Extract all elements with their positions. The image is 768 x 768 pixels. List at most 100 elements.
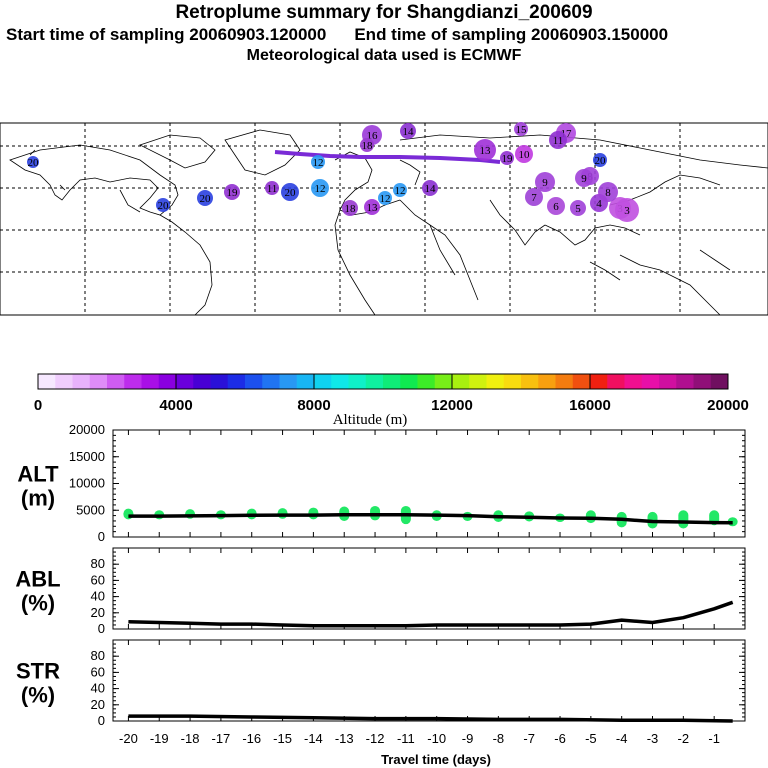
colorbar-swatch: [469, 374, 487, 389]
x-tick-label: -13: [335, 731, 354, 746]
plume-marker: 3: [615, 198, 639, 222]
x-tick-label: -8: [493, 731, 505, 746]
start-time-label: Start time of sampling 20060903.120000: [6, 25, 327, 44]
colorbar-swatch: [176, 374, 194, 389]
colorbar-swatch: [193, 374, 211, 389]
plume-marker: 19: [500, 151, 514, 165]
colorbar-swatch: [365, 374, 384, 389]
plume-label: 10: [519, 149, 531, 161]
x-tick-label: -4: [616, 731, 628, 746]
plume-circle: [311, 179, 329, 197]
colorbar-swatch: [538, 374, 556, 389]
colorbar-swatch: [383, 374, 401, 389]
colorbar-tick: 8000: [297, 397, 330, 414]
plume-label: 16: [367, 130, 379, 142]
plume-marker: 7: [525, 188, 543, 206]
colorbar-swatch: [55, 374, 73, 389]
series-line-alt: [128, 513, 733, 525]
y-tick-label: 80: [91, 648, 105, 663]
chart-title: Retroplume summary for Shangdianzi_20060…: [175, 2, 593, 23]
plume-marker: 15: [514, 122, 528, 136]
colorbar-swatch: [641, 374, 660, 389]
x-tick-label: -7: [523, 731, 535, 746]
colorbar-swatch: [158, 374, 177, 389]
plume-marker: 14: [422, 180, 438, 196]
plume-marker: 20: [593, 153, 607, 167]
y-tick-label: 40: [91, 589, 105, 604]
colorbar-tick: 4000: [159, 397, 192, 414]
x-tick-label: -11: [397, 731, 415, 746]
x-tick-label: -5: [585, 731, 597, 746]
plume-circle: [547, 197, 565, 215]
colorbar-swatch: [659, 374, 677, 389]
colorbar-swatch: [296, 374, 315, 389]
panel-label: ABL: [15, 567, 60, 592]
plume-marker: 18: [342, 200, 358, 216]
plume-circle: [393, 183, 407, 197]
colorbar-swatch: [676, 374, 694, 389]
trajectory-path: [274, 150, 501, 164]
plume-marker: 20: [156, 198, 170, 212]
colorbar-swatch: [434, 374, 453, 389]
plume-label: 17: [561, 128, 573, 140]
y-tick-label: 15000: [69, 449, 105, 464]
x-tick-label: -6: [554, 731, 566, 746]
plume-marker: 8: [598, 182, 618, 202]
plume-marker: 20: [281, 183, 299, 201]
y-tick-label: 20: [91, 605, 105, 620]
world-map: 1614151718131211102098765433199181312121…: [0, 122, 768, 316]
colorbar-swatch: [590, 374, 608, 389]
plume-label: 15: [516, 124, 528, 136]
plume-label: 11: [553, 135, 564, 147]
colorbar-swatch: [400, 374, 418, 389]
panel-unit: (%): [21, 683, 55, 708]
plume-marker: 12: [393, 183, 407, 197]
colorbar-swatch: [38, 374, 56, 389]
colorbar-swatch: [607, 374, 625, 389]
x-tick-label: -15: [273, 731, 292, 746]
plume-markers: 1614151718131211102098765433199181312121…: [27, 122, 639, 222]
colorbar-swatch: [210, 374, 229, 389]
colorbar-swatch: [710, 374, 729, 389]
y-tick-label: 0: [98, 713, 105, 728]
x-tick-label: -10: [427, 731, 446, 746]
plume-circle: [575, 169, 593, 187]
colorbar-swatch: [693, 374, 712, 389]
colorbar-swatch: [89, 374, 108, 389]
plume-circle: [615, 198, 639, 222]
plume-label: 7: [531, 192, 537, 204]
plume-marker: 10: [515, 145, 533, 163]
panel-unit: (%): [21, 591, 55, 616]
plume-circle: [156, 198, 170, 212]
plume-label: 20: [285, 187, 297, 199]
plume-circle: [549, 131, 567, 149]
plume-marker: 11: [265, 181, 279, 195]
colorbar-label: Altitude (m): [333, 412, 408, 428]
colorbar-tick: 0: [34, 397, 42, 414]
plume-marker: 11: [549, 131, 567, 149]
end-time-label: End time of sampling 20060903.150000: [354, 25, 669, 44]
plume-circle: [224, 184, 240, 200]
colorbar-swatch: [245, 374, 263, 389]
plume-label: 20: [158, 200, 170, 212]
plume-marker: 20: [197, 190, 213, 206]
y-tick-label: 20: [91, 697, 105, 712]
colorbar-swatch: [572, 374, 591, 389]
plume-marker: 5: [570, 200, 586, 216]
x-tick-label: -3: [647, 731, 659, 746]
y-tick-label: 5000: [76, 502, 105, 517]
plume-label: 14: [403, 126, 415, 138]
plume-circle: [360, 138, 374, 152]
plume-marker: 19: [224, 184, 240, 200]
panel-frame: [112, 639, 746, 722]
plume-label: 12: [395, 185, 406, 197]
plume-circle: [514, 122, 528, 136]
x-axis-label: Travel time (days): [381, 752, 491, 767]
plume-circle: [342, 200, 358, 216]
plume-label: 9: [581, 173, 587, 185]
colorbar-swatch: [262, 374, 280, 389]
sampling-times: Start time of sampling 20060903.120000 En…: [6, 25, 766, 45]
colorbar-swatch: [452, 374, 470, 389]
